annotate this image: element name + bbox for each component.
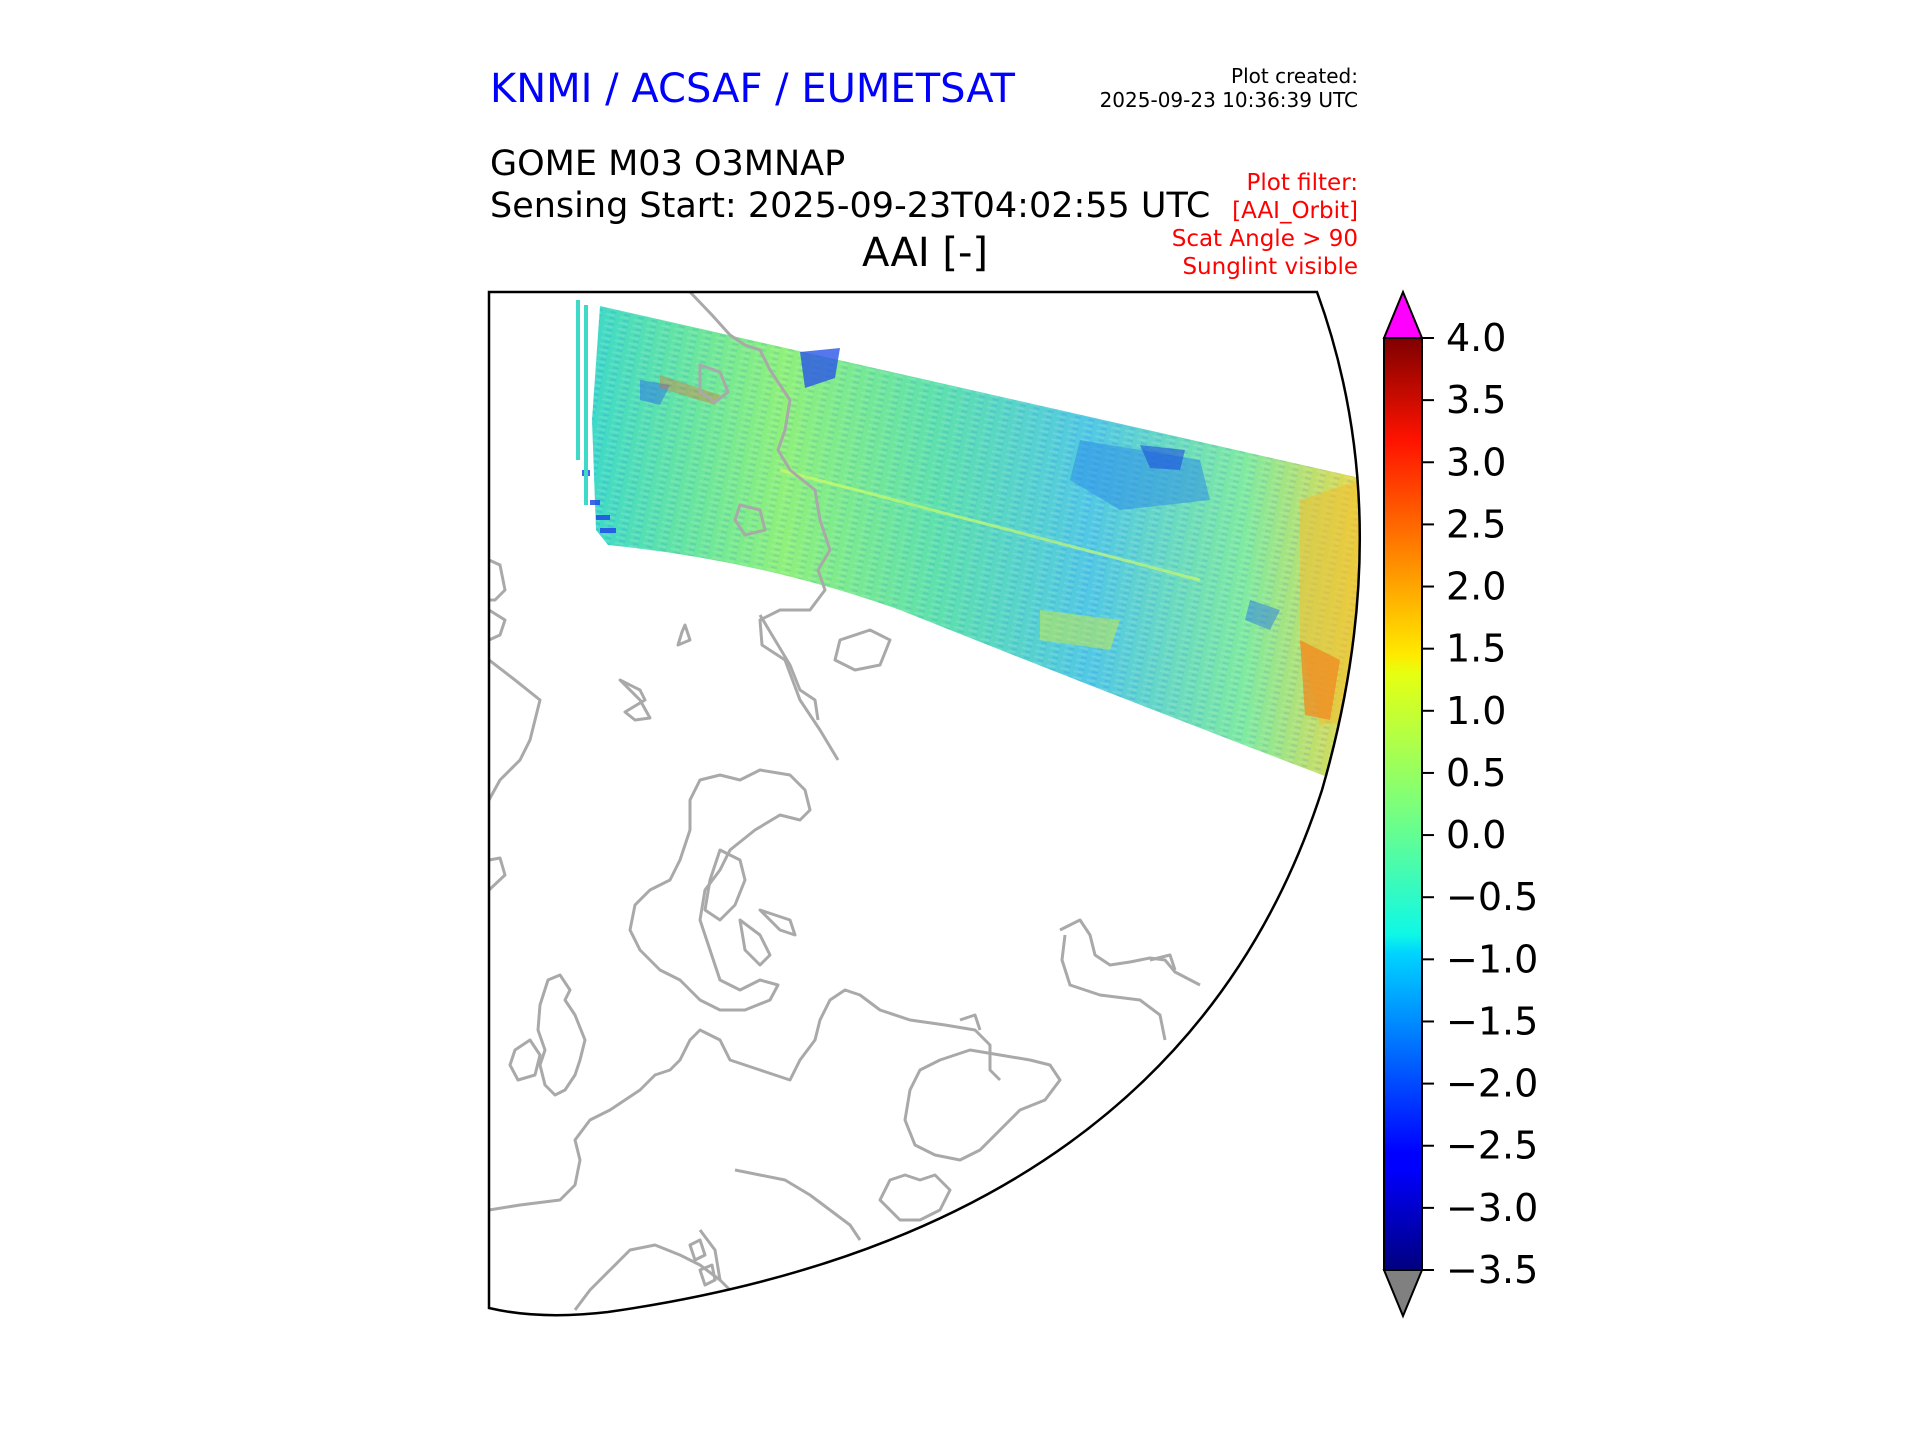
aai-high-patch	[1300, 640, 1340, 720]
brand-title: KNMI / ACSAF / EUMETSAT	[490, 66, 1015, 112]
coastline	[703, 848, 747, 922]
plot-filter-item: Sunglint visible	[1182, 254, 1358, 280]
colorbar-ticks: 4.0 3.5 3.0 2.5 2.0 1.5 1.0 0.5 0.0 −0.5 −1.0 −1.5 −…	[1422, 316, 1538, 1292]
colorbar: 4.0 3.5 3.0 2.5 2.0 1.5 1.0 0.5 0.0 −0.5 −1.0 −1.5 −…	[1382, 289, 1538, 1319]
colorbar-tick-label: −3.0	[1446, 1186, 1538, 1230]
coastline-scandinavia	[628, 768, 812, 1012]
aai-low-patch	[640, 380, 670, 405]
colorbar-tick-label: 3.0	[1446, 440, 1506, 484]
coastline	[489, 608, 507, 642]
coastline	[698, 1229, 722, 1281]
coastline	[878, 1173, 952, 1222]
plot-filter-item: Scat Angle > 90	[1171, 226, 1358, 252]
coastline	[489, 558, 507, 602]
coastline	[573, 1243, 761, 1312]
coastline	[1060, 934, 1167, 1041]
coastline	[688, 292, 840, 761]
colorbar-tick-label: −2.5	[1446, 1124, 1538, 1168]
coastline	[733, 503, 767, 537]
colorbar-gradient	[1383, 337, 1423, 1271]
coastline	[738, 918, 772, 967]
colorbar-tick-label: −1.0	[1446, 937, 1538, 981]
colorbar-tick-label: 2.0	[1446, 565, 1506, 609]
coastline	[489, 658, 542, 801]
coastline-ireland	[508, 1038, 542, 1082]
aai-low-patch	[1140, 445, 1185, 470]
aai-swath	[576, 300, 1360, 778]
map-area	[489, 292, 1360, 1312]
coastline	[734, 1168, 862, 1241]
coastline-britain	[536, 973, 587, 1097]
variable-title: AAI [-]	[862, 230, 988, 276]
coastline	[676, 623, 692, 647]
colorbar-over-triangle	[1382, 289, 1424, 339]
coastline	[758, 908, 797, 937]
sensing-start: Sensing Start: 2025-09-23T04:02:55 UTC	[490, 186, 1211, 226]
coastline	[1149, 953, 1177, 971]
coastline	[489, 856, 507, 892]
coastline	[618, 678, 652, 722]
coastline	[688, 1238, 707, 1262]
product-title: GOME M03 O3MNAP	[490, 144, 846, 184]
aai-low-patch	[1245, 600, 1280, 630]
plot-created-label: Plot created:	[1231, 64, 1358, 88]
map-boundary	[487, 290, 1362, 1317]
colorbar-tick-label: 3.5	[1446, 378, 1506, 422]
coastline-black-sea	[903, 1048, 1062, 1162]
colorbar-tick-label: −3.5	[1446, 1248, 1538, 1292]
colorbar-tick-label: 2.5	[1446, 502, 1506, 546]
colorbar-tick-label: −1.5	[1446, 999, 1538, 1043]
colorbar-tick-label: 0.0	[1446, 813, 1506, 857]
coastline	[1248, 979, 1281, 1012]
colorbar-tick-label: 4.0	[1446, 316, 1506, 360]
colorbar-tick-label: 0.5	[1446, 751, 1506, 795]
plot-created-date: 2025-09-23 10:36:39 UTC	[1099, 88, 1358, 112]
aai-low-patch	[800, 348, 840, 388]
aai-high-patch	[1040, 610, 1120, 650]
colorbar-tick-label: −2.0	[1446, 1062, 1538, 1106]
plot-filter-label: Plot filter:	[1246, 170, 1358, 196]
colorbar-tick-label: 1.0	[1446, 689, 1506, 733]
coastline	[698, 1263, 717, 1287]
plot-filter-item: [AAI_Orbit]	[1232, 198, 1358, 224]
coastline	[758, 614, 820, 721]
colorbar-tick-label: −0.5	[1446, 875, 1538, 919]
colorbar-under-triangle	[1382, 1269, 1424, 1319]
coastline-europe	[489, 988, 1002, 1212]
aai-high-patch	[660, 375, 720, 405]
coastline	[1059, 918, 1201, 987]
colorbar-tick-label: 1.5	[1446, 627, 1506, 671]
coastline	[698, 363, 730, 404]
coastline	[833, 628, 892, 672]
coastline	[959, 1013, 982, 1031]
